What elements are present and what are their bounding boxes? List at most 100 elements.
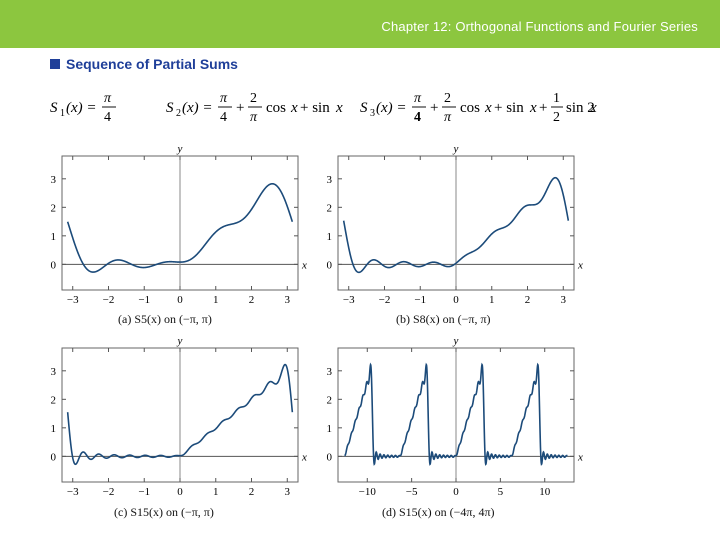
svg-text:1: 1 <box>60 108 65 119</box>
y-axis-label: y <box>453 335 459 347</box>
x-tick-label: −10 <box>359 486 377 498</box>
svg-text:π: π <box>104 91 112 106</box>
y-tick-label: 3 <box>327 174 333 186</box>
svg-text:+: + <box>430 100 438 116</box>
y-tick-label: 2 <box>51 202 57 214</box>
formula-s1: S 1 (x) = π 4 <box>50 91 116 125</box>
x-axis-label: x <box>301 451 307 463</box>
y-tick-label: 0 <box>327 259 333 271</box>
svg-text:4: 4 <box>220 110 227 125</box>
x-tick-label: −2 <box>103 486 115 498</box>
svg-text:S: S <box>360 100 368 116</box>
header-title: Chapter 12: Orthogonal Functions and Fou… <box>381 19 698 34</box>
x-axis-label: x <box>577 259 583 271</box>
x-tick-label: 0 <box>453 294 459 306</box>
caption-c: (c) S15(x) on (−π, π) <box>114 505 214 519</box>
svg-text:x: x <box>484 100 492 116</box>
x-tick-label: −5 <box>406 486 418 498</box>
svg-text:(x) =: (x) = <box>66 100 97 116</box>
svg-text:sin 2: sin 2 <box>566 100 595 116</box>
y-tick-label: 1 <box>327 231 333 243</box>
x-tick-label: −1 <box>138 294 150 306</box>
svg-text:π: π <box>250 110 258 125</box>
y-tick-label: 1 <box>327 423 333 435</box>
x-tick-label: 3 <box>285 486 291 498</box>
plot-s15-extended: −10 −5 0 5 10 0 1 2 3 x y <box>327 335 584 498</box>
svg-text:2: 2 <box>553 110 560 125</box>
x-tick-label: 2 <box>525 294 531 306</box>
y-tick-label: 0 <box>51 451 57 463</box>
caption-d: (d) S15(x) on (−4π, 4π) <box>382 505 495 519</box>
y-tick-label: 1 <box>51 423 57 435</box>
plot-s5: −3 −2 −1 0 1 2 3 0 1 2 3 x y <box>51 143 308 306</box>
svg-text:2: 2 <box>250 91 257 106</box>
svg-text:+: + <box>236 100 244 116</box>
svg-text:x: x <box>290 100 298 116</box>
formula-s3: S 3 (x) = π 4 + 2 π cos x + sin x + 1 2 … <box>360 91 597 125</box>
svg-text:S: S <box>50 100 58 116</box>
y-tick-label: 0 <box>327 451 333 463</box>
x-tick-label: 1 <box>213 486 219 498</box>
svg-text:+ sin: + sin <box>300 100 330 116</box>
x-tick-label: 2 <box>249 486 255 498</box>
y-tick-label: 2 <box>51 394 57 406</box>
y-axis-label: y <box>177 143 183 155</box>
header-bar: Chapter 12: Orthogonal Functions and Fou… <box>0 0 720 48</box>
bullet-square-icon <box>50 59 60 69</box>
x-tick-label: 5 <box>498 486 504 498</box>
formula-s2: S 2 (x) = π 4 + 2 π cos x + sin x <box>166 91 343 125</box>
series-line <box>66 182 294 273</box>
x-axis-label: x <box>577 451 583 463</box>
svg-text:+: + <box>539 100 547 116</box>
x-tick-label: −3 <box>67 486 79 498</box>
svg-text:π: π <box>444 110 452 125</box>
svg-text:π: π <box>220 91 228 106</box>
x-tick-label: 10 <box>539 486 551 498</box>
svg-text:x: x <box>589 100 597 116</box>
svg-text:3: 3 <box>370 108 375 119</box>
y-axis-label: y <box>177 335 183 347</box>
svg-text:(x) =: (x) = <box>376 100 407 116</box>
x-tick-label: 1 <box>489 294 495 306</box>
y-tick-label: 3 <box>51 174 57 186</box>
svg-text:(x) =: (x) = <box>182 100 213 116</box>
svg-text:4: 4 <box>414 110 421 125</box>
y-tick-label: 1 <box>51 231 57 243</box>
svg-text:x: x <box>529 100 537 116</box>
svg-text:4: 4 <box>104 110 111 125</box>
y-tick-label: 2 <box>327 202 333 214</box>
svg-text:cos: cos <box>460 100 480 116</box>
caption-b: (b) S8(x) on (−π, π) <box>396 312 491 326</box>
series-line <box>342 176 570 274</box>
y-tick-label: 2 <box>327 394 333 406</box>
x-tick-label: 1 <box>213 294 219 306</box>
x-tick-label: −3 <box>343 294 355 306</box>
svg-text:x: x <box>335 100 343 116</box>
svg-text:+ sin: + sin <box>494 100 524 116</box>
y-axis-label: y <box>453 143 459 155</box>
section-heading: Sequence of Partial Sums <box>50 56 238 72</box>
svg-text:π: π <box>414 91 422 106</box>
x-tick-label: −2 <box>103 294 115 306</box>
x-tick-label: −1 <box>138 486 150 498</box>
y-tick-label: 0 <box>51 259 57 271</box>
svg-text:2: 2 <box>176 108 181 119</box>
svg-text:cos: cos <box>266 100 286 116</box>
x-tick-label: −1 <box>414 294 426 306</box>
caption-a: (a) S5(x) on (−π, π) <box>118 312 212 326</box>
svg-text:S: S <box>166 100 174 116</box>
x-tick-label: 2 <box>249 294 255 306</box>
x-tick-label: 3 <box>561 294 567 306</box>
x-tick-label: −2 <box>379 294 391 306</box>
x-tick-label: 0 <box>453 486 459 498</box>
series-line <box>66 363 294 466</box>
section-title: Sequence of Partial Sums <box>66 56 238 72</box>
x-tick-label: 0 <box>177 486 183 498</box>
x-tick-label: 0 <box>177 294 183 306</box>
x-axis-label: x <box>301 259 307 271</box>
svg-text:2: 2 <box>444 91 451 106</box>
y-tick-label: 3 <box>51 366 57 378</box>
series-line <box>344 362 568 466</box>
x-tick-label: −3 <box>67 294 79 306</box>
svg-text:1: 1 <box>553 91 560 106</box>
